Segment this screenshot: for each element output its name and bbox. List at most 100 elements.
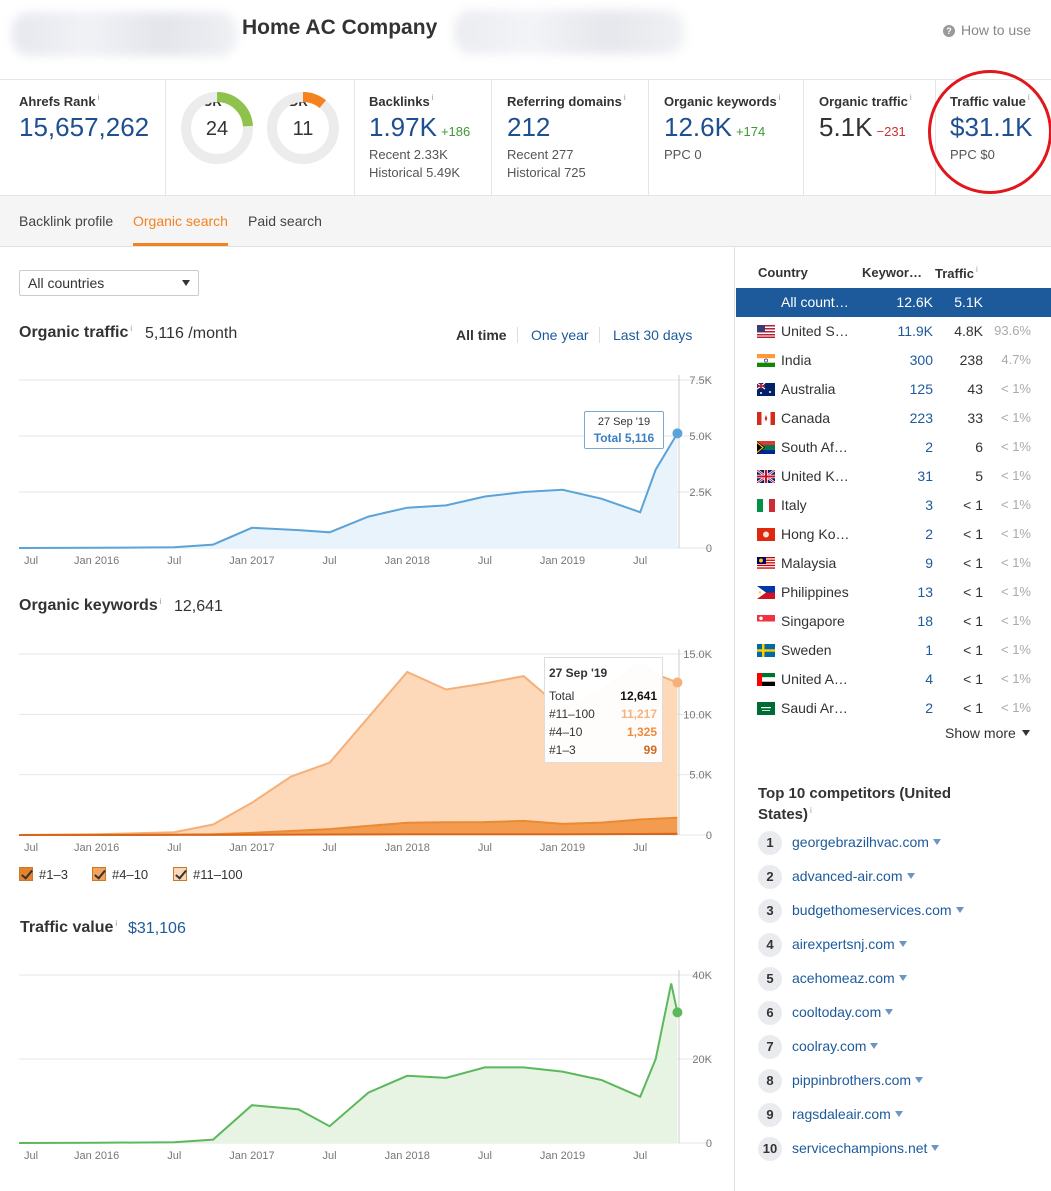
country-keywords[interactable]: 125	[909, 381, 933, 397]
how-to-use-link[interactable]: ? How to use	[942, 22, 1031, 38]
chevron-down-icon[interactable]	[931, 1145, 940, 1151]
legend-top3[interactable]: #1–3	[19, 867, 68, 882]
country-keywords[interactable]: 2	[925, 439, 933, 455]
country-row[interactable]: Malaysia 9 < 1 < 1%	[736, 549, 1051, 578]
country-keywords[interactable]: 11.9K	[897, 323, 933, 339]
series-line	[18, 432, 679, 549]
competitor-link[interactable]: acehomeaz.com	[792, 970, 907, 986]
metric-value[interactable]: 212	[507, 112, 551, 142]
country-row[interactable]: Sweden 1 < 1 < 1%	[736, 636, 1051, 665]
country-row[interactable]: United S… 11.9K 4.8K 93.6%	[736, 317, 1051, 346]
country-row[interactable]: Australia 125 43 < 1%	[736, 375, 1051, 404]
competitor-link[interactable]: servicechampions.net	[792, 1140, 940, 1156]
info-icon[interactable]: i	[810, 806, 812, 815]
chevron-down-icon[interactable]	[906, 873, 915, 879]
country-keywords[interactable]: 12.6K	[896, 294, 933, 310]
country-row[interactable]: United A… 4 < 1 < 1%	[736, 665, 1051, 694]
col-country[interactable]: Country	[758, 265, 808, 280]
metric-value[interactable]: 1.97K	[369, 112, 437, 142]
competitor-link[interactable]: pippinbrothers.com	[792, 1072, 924, 1088]
info-icon[interactable]: i	[159, 597, 162, 606]
competitor-rank: 1	[758, 831, 782, 855]
flag-se-icon	[757, 644, 775, 657]
filter-all-time[interactable]: All time	[456, 327, 507, 343]
tab-paid-search[interactable]: Paid search	[248, 213, 322, 229]
country-row[interactable]: India 300 238 4.7%	[736, 346, 1051, 375]
metric-value[interactable]: 12.6K	[664, 112, 732, 142]
active-tab-indicator	[133, 243, 228, 246]
country-row[interactable]: Philippines 13 < 1 < 1%	[736, 578, 1051, 607]
legend-11-100[interactable]: #11–100	[173, 867, 243, 882]
legend-label: #4–10	[112, 867, 149, 882]
chevron-down-icon[interactable]	[898, 975, 907, 981]
competitor-link[interactable]: advanced-air.com	[792, 868, 915, 884]
info-icon[interactable]: i	[97, 93, 100, 102]
competitor-domain: coolray.com	[792, 1038, 867, 1054]
flag-ca-icon	[757, 412, 775, 425]
tab-backlink-profile[interactable]: Backlink profile	[19, 213, 114, 229]
checkbox-icon[interactable]	[19, 867, 33, 881]
chevron-down-icon[interactable]	[894, 1111, 903, 1117]
chevron-down-icon[interactable]	[870, 1043, 879, 1049]
y-tick-label: 40K	[692, 970, 712, 982]
country-row[interactable]: All count… 12.6K 5.1K	[736, 288, 1051, 317]
show-more-button[interactable]: Show more	[945, 725, 1030, 741]
country-row[interactable]: Singapore 18 < 1 < 1%	[736, 607, 1051, 636]
chevron-down-icon[interactable]	[885, 1009, 894, 1015]
section-tabs: Backlink profile Organic search Paid sea…	[0, 196, 1051, 247]
chevron-down-icon[interactable]	[932, 839, 941, 845]
organic-keywords-title: Organic keywords	[19, 597, 158, 614]
country-keywords[interactable]: 223	[909, 410, 933, 426]
country-row[interactable]: South Af… 2 6 < 1%	[736, 433, 1051, 462]
chevron-down-icon[interactable]	[915, 1077, 924, 1083]
competitor-item: 1 georgebrazilhvac.com	[758, 831, 1048, 855]
filter-last-30-days[interactable]: Last 30 days	[613, 327, 693, 343]
chevron-down-icon[interactable]	[955, 907, 964, 913]
flag-my-icon	[757, 557, 775, 570]
country-keywords[interactable]: 31	[917, 468, 933, 484]
competitor-link[interactable]: cooltoday.com	[792, 1004, 894, 1020]
info-icon[interactable]: i	[115, 919, 118, 928]
tab-organic-search[interactable]: Organic search	[133, 213, 228, 229]
competitor-rank: 4	[758, 933, 782, 957]
country-traffic-share: < 1%	[1001, 439, 1031, 454]
competitor-link[interactable]: budgethomeservices.com	[792, 902, 964, 918]
checkbox-icon[interactable]	[92, 867, 106, 881]
country-keywords[interactable]: 3	[925, 497, 933, 513]
series-line	[19, 832, 678, 836]
competitor-rank: 7	[758, 1035, 782, 1059]
country-keywords[interactable]: 9	[925, 555, 933, 571]
filter-one-year[interactable]: One year	[531, 327, 589, 343]
competitor-link[interactable]: airexpertsnj.com	[792, 936, 907, 952]
country-keywords[interactable]: 300	[909, 352, 933, 368]
info-icon[interactable]: i	[431, 93, 434, 102]
country-keywords[interactable]: 2	[925, 700, 933, 716]
country-row[interactable]: Italy 3 < 1 < 1%	[736, 491, 1051, 520]
chevron-down-icon[interactable]	[898, 941, 907, 947]
country-keywords[interactable]: 1	[925, 642, 933, 658]
country-row[interactable]: United K… 31 5 < 1%	[736, 462, 1051, 491]
info-icon[interactable]: i	[909, 93, 912, 102]
competitor-rank: 9	[758, 1103, 782, 1127]
country-keywords[interactable]: 4	[925, 671, 933, 687]
country-row[interactable]: Saudi Ar… 2 < 1 < 1%	[736, 694, 1051, 723]
flag-sa-icon	[757, 702, 775, 715]
competitor-link[interactable]: georgebrazilhvac.com	[792, 834, 941, 850]
info-icon[interactable]: i	[623, 93, 626, 102]
info-icon[interactable]: i	[976, 265, 978, 274]
site-title: Home AC Company	[242, 16, 438, 39]
checkbox-icon[interactable]	[173, 867, 187, 881]
legend-4-10[interactable]: #4–10	[92, 867, 148, 882]
competitor-link[interactable]: coolray.com	[792, 1038, 879, 1054]
country-row[interactable]: Hong Ko… 2 < 1 < 1%	[736, 520, 1051, 549]
y-tick-label: 0	[706, 1138, 712, 1150]
country-keywords[interactable]: 2	[925, 526, 933, 542]
country-keywords[interactable]: 18	[917, 613, 933, 629]
info-icon[interactable]: i	[130, 324, 133, 333]
country-keywords[interactable]: 13	[917, 584, 933, 600]
col-keywords[interactable]: Keywor…	[862, 265, 922, 280]
country-row[interactable]: Canada 223 33 < 1%	[736, 404, 1051, 433]
country-select[interactable]: All countries	[19, 270, 199, 296]
competitor-link[interactable]: ragsdaleair.com	[792, 1106, 903, 1122]
info-icon[interactable]: i	[778, 93, 781, 102]
